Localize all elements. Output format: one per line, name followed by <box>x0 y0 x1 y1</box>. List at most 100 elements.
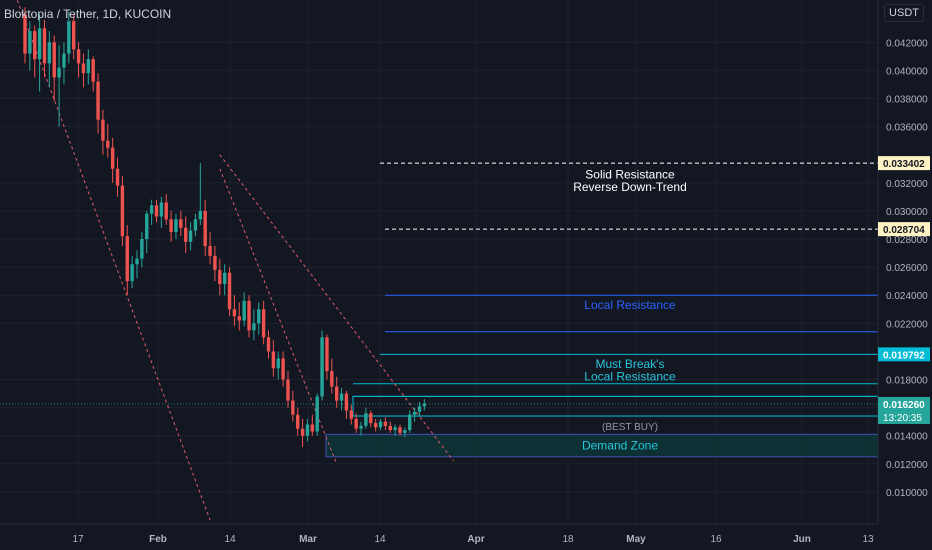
candle <box>330 358 334 394</box>
candle <box>398 424 402 436</box>
candle-body <box>208 246 212 256</box>
candle-body <box>140 239 144 259</box>
candle-body <box>232 309 237 317</box>
candle <box>412 407 417 422</box>
candle <box>37 14 42 92</box>
annotation-label: Reverse Down-Trend <box>573 180 687 194</box>
candle-body <box>359 425 363 429</box>
price-badge-label: 0.028704 <box>883 225 925 236</box>
candle-body <box>188 230 193 242</box>
candle-body <box>203 210 207 247</box>
candle-body <box>339 393 344 401</box>
candle <box>403 427 407 438</box>
time-axis-tick: 14 <box>224 534 236 545</box>
candle <box>218 258 222 296</box>
trendline <box>16 0 211 521</box>
candle <box>354 413 358 433</box>
candle-body <box>222 272 227 284</box>
candle <box>81 53 86 88</box>
candle-body <box>237 316 241 321</box>
time-axis-tick: Apr <box>467 534 484 545</box>
candle <box>349 404 353 425</box>
candle <box>325 334 329 380</box>
candle <box>369 410 373 428</box>
candle-body <box>62 53 66 68</box>
candle <box>135 250 139 279</box>
currency-button[interactable]: USDT <box>884 4 924 22</box>
candle-body <box>135 258 139 265</box>
candle <box>296 407 300 436</box>
candle <box>91 56 95 92</box>
price-axis-tick: 0.018000 <box>886 376 928 387</box>
candle <box>198 163 203 225</box>
candle <box>62 42 66 85</box>
candle-body <box>33 31 37 60</box>
candle <box>47 31 52 88</box>
time-axis-tick: Feb <box>149 534 167 545</box>
price-axis-tick: 0.024000 <box>886 291 928 302</box>
price-axis-tick: 0.042000 <box>886 38 928 49</box>
candle-body <box>37 28 42 60</box>
bar-countdown-label: 13:20:35 <box>883 413 922 424</box>
candle-body <box>218 269 222 284</box>
candle-body <box>72 21 76 50</box>
candle <box>266 330 271 359</box>
candle-body <box>169 219 173 232</box>
price-axis-tick: 0.014000 <box>886 432 928 443</box>
candle-body <box>213 255 217 270</box>
candle <box>305 418 310 442</box>
trendline <box>219 154 454 462</box>
candle-body <box>242 300 246 321</box>
candle <box>140 231 144 268</box>
candle-body <box>96 81 100 120</box>
candle-body <box>261 309 266 338</box>
candle <box>271 340 276 377</box>
chart-title: Bloktopia / Tether, 1D, KUCOIN <box>4 7 172 21</box>
candle <box>28 21 32 71</box>
candle-body <box>286 379 290 401</box>
candle <box>188 222 193 251</box>
time-axis-tick: Mar <box>299 534 317 545</box>
time-axis-tick: 13 <box>862 534 874 545</box>
candle-body <box>101 119 105 141</box>
candle <box>86 49 91 85</box>
candle <box>373 418 378 432</box>
candle-body <box>412 411 417 415</box>
candle <box>339 387 344 411</box>
candle <box>364 407 368 429</box>
candle <box>232 295 237 327</box>
candle-body <box>369 413 373 424</box>
candle <box>383 417 388 431</box>
candle-body <box>67 21 71 54</box>
candle-body <box>291 400 295 415</box>
price-axis-tick: 0.038000 <box>886 95 928 106</box>
candle <box>67 11 71 64</box>
candle-body <box>271 351 276 369</box>
candle-body <box>305 424 310 436</box>
candle <box>422 399 427 411</box>
candle <box>174 213 178 240</box>
price-badge-label: 0.033402 <box>883 159 925 170</box>
candle <box>378 418 383 431</box>
candle-body <box>403 430 407 433</box>
candle-body <box>398 427 402 433</box>
candle-body <box>227 272 232 310</box>
candle <box>145 210 149 254</box>
price-badge <box>878 222 930 237</box>
time-axis-tick: 17 <box>72 534 84 545</box>
candle <box>300 418 305 447</box>
candle <box>101 109 105 155</box>
demand-zone-label: Demand Zone <box>582 439 658 453</box>
time-axis-tick: May <box>626 534 646 545</box>
candle <box>42 19 47 78</box>
candle <box>408 410 412 433</box>
candle-body <box>86 59 91 74</box>
candle-body <box>110 147 115 169</box>
candle-body <box>120 185 125 237</box>
candle <box>203 199 207 256</box>
candle <box>261 300 266 345</box>
candle <box>76 42 81 78</box>
